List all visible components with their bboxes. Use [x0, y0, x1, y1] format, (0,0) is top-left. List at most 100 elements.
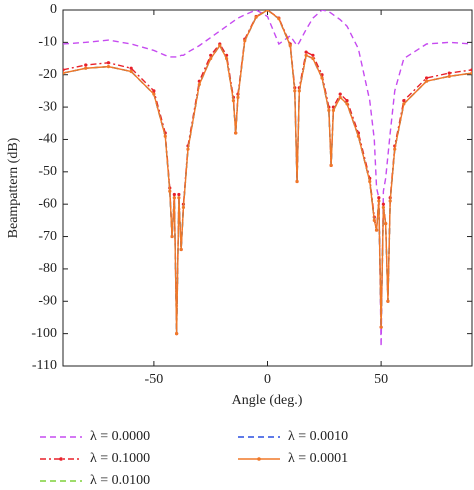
point	[424, 76, 429, 80]
series-line	[63, 10, 472, 334]
point	[381, 205, 385, 210]
y-axis-label: Beampattern (dB)	[6, 137, 21, 238]
point	[236, 95, 240, 99]
series-line	[63, 10, 472, 334]
point	[84, 66, 88, 70]
point	[377, 196, 381, 200]
y-tick-label: -60	[38, 196, 57, 211]
point	[170, 234, 174, 239]
point	[424, 79, 429, 83]
point	[372, 218, 376, 222]
point	[320, 76, 324, 80]
point	[447, 71, 451, 75]
point	[356, 134, 360, 138]
y-tick-label: -50	[38, 164, 57, 179]
legend-label: λ = 0.0001	[288, 451, 348, 466]
point	[181, 205, 186, 210]
point	[393, 147, 397, 151]
x-axis-label: Angle (deg.)	[232, 393, 303, 408]
point	[304, 50, 308, 54]
y-tick-label: -10	[38, 35, 57, 50]
point	[297, 89, 301, 93]
legend-label: λ = 0.0010	[288, 429, 348, 444]
point	[377, 199, 381, 203]
point	[234, 131, 238, 135]
series-line	[63, 10, 472, 334]
plot-area	[63, 10, 472, 347]
point	[327, 108, 331, 112]
point	[225, 56, 229, 61]
y-tick-label: -40	[38, 132, 57, 147]
point	[168, 189, 172, 193]
y-tick-label: -90	[38, 293, 57, 308]
x-tick-label: -50	[145, 372, 164, 387]
point	[331, 108, 335, 112]
point	[386, 299, 390, 303]
x-tick-label: 50	[374, 372, 388, 387]
point	[329, 163, 333, 167]
point	[231, 99, 236, 103]
point	[338, 92, 342, 96]
point	[381, 202, 385, 206]
series-line	[63, 10, 472, 347]
point	[63, 71, 65, 75]
y-tick-label: -30	[38, 99, 57, 114]
series-line	[63, 10, 472, 334]
point	[177, 192, 181, 197]
point	[209, 56, 213, 61]
point	[374, 228, 379, 232]
point	[277, 17, 281, 21]
point	[388, 199, 392, 203]
point	[197, 82, 201, 87]
point	[265, 10, 270, 12]
point	[172, 192, 176, 197]
y-tick-label: -110	[32, 358, 57, 373]
point	[175, 332, 179, 336]
point	[338, 95, 342, 99]
y-tick-label: -20	[38, 67, 57, 82]
legend-label: λ = 0.0100	[90, 473, 150, 488]
plot-frame	[62, 9, 473, 367]
point	[152, 92, 156, 96]
point	[345, 99, 349, 103]
point	[106, 65, 111, 69]
legend-marker	[257, 457, 261, 461]
point	[295, 179, 299, 184]
point	[379, 325, 383, 329]
point	[304, 53, 308, 57]
point	[243, 39, 247, 43]
point	[288, 44, 292, 48]
point	[186, 147, 190, 151]
y-tick-label: -70	[38, 229, 57, 244]
point	[311, 53, 315, 57]
point	[447, 74, 451, 78]
legend-label: λ = 0.1000	[90, 451, 150, 466]
legend-marker	[59, 457, 63, 461]
point	[152, 89, 156, 93]
x-tick-label: 0	[264, 372, 271, 387]
point	[470, 71, 472, 75]
point	[293, 89, 297, 93]
legend-label: λ = 0.0000	[90, 429, 150, 444]
point	[311, 56, 315, 61]
point	[63, 68, 65, 72]
point	[106, 61, 111, 65]
point	[84, 63, 88, 67]
point	[129, 66, 133, 70]
y-tick-label: -100	[31, 326, 57, 341]
point	[384, 222, 388, 226]
point	[402, 102, 406, 106]
point	[402, 99, 406, 103]
point	[177, 196, 181, 200]
point	[218, 44, 222, 48]
point	[368, 179, 372, 184]
point	[209, 53, 213, 57]
y-tick-label: 0	[50, 2, 57, 17]
y-tick-label: -80	[38, 261, 57, 276]
point	[254, 15, 258, 19]
point	[172, 196, 176, 200]
point	[470, 68, 472, 72]
point	[179, 247, 183, 252]
point	[163, 134, 167, 138]
